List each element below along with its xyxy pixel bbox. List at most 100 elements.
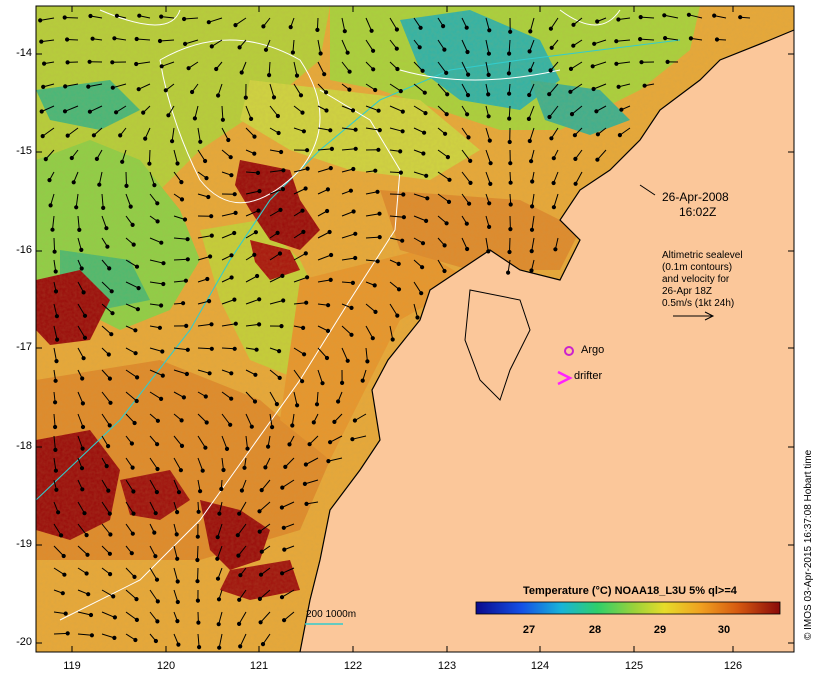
velocity-arrow-head	[294, 73, 300, 78]
velocity-arrow	[485, 237, 489, 252]
velocity-arrow	[238, 501, 247, 514]
velocity-arrow-head	[86, 592, 91, 597]
velocity-arrow	[293, 276, 308, 283]
velocity-arrow-head	[53, 447, 58, 452]
velocity-arrow	[197, 435, 206, 448]
velocity-arrow	[553, 193, 559, 208]
velocity-arrow-head	[528, 29, 533, 34]
velocity-arrow-head	[228, 155, 233, 160]
velocity-arrow	[237, 523, 247, 536]
velocity-arrow-head	[401, 215, 406, 220]
velocity-arrow	[197, 323, 212, 327]
velocity-arrow	[161, 16, 175, 19]
velocity-arrow-head	[259, 549, 264, 554]
velocity-arrow-head	[233, 321, 238, 326]
velocity-arrow-head	[89, 633, 95, 638]
velocity-arrow	[41, 105, 55, 112]
velocity-arrow-head	[206, 20, 211, 25]
velocity-arrow	[461, 149, 471, 162]
lat-tick-label: -15	[16, 145, 32, 157]
velocity-arrow-head	[467, 201, 472, 206]
velocity-arrow-head	[261, 24, 266, 29]
velocity-arrow-head	[507, 116, 512, 121]
velocity-arrow-head	[662, 13, 667, 18]
velocity-arrow-head	[131, 511, 136, 516]
velocity-arrow-head	[444, 70, 449, 76]
velocity-arrow-head	[324, 90, 329, 95]
velocity-arrow	[245, 435, 248, 449]
velocity-arrow-head	[237, 511, 242, 516]
velocity-arrow	[235, 17, 247, 26]
velocity-arrow	[98, 171, 103, 185]
velocity-arrow	[149, 479, 158, 493]
velocity-arrow-head	[159, 240, 164, 245]
altimetry-note-1: Altimetric sealevel	[662, 250, 743, 261]
velocity-arrow	[389, 215, 404, 218]
velocity-arrow	[485, 171, 491, 185]
axis-ticks	[36, 6, 794, 652]
velocity-arrow-head	[54, 487, 59, 492]
velocity-arrow-head	[245, 446, 250, 451]
velocity-arrow	[245, 190, 260, 195]
velocity-arrow	[485, 127, 491, 141]
velocity-arrow	[281, 589, 295, 598]
velocity-arrow-head	[507, 249, 512, 255]
velocity-arrow	[149, 391, 162, 400]
velocity-arrow	[238, 611, 247, 625]
velocity-arrow-head	[423, 111, 428, 116]
velocity-arrow	[216, 545, 223, 559]
velocity-arrow-head	[86, 84, 91, 89]
velocity-arrow-head	[276, 130, 281, 136]
velocity-arrow-head	[347, 69, 352, 74]
velocity-arrow-head	[444, 112, 449, 117]
velocity-arrow-head	[65, 37, 70, 42]
velocity-arrow	[171, 127, 175, 142]
velocity-arrow-head	[342, 29, 347, 34]
velocity-arrow-head	[62, 15, 67, 20]
velocity-arrow-head	[324, 355, 330, 361]
velocity-arrow-head	[239, 70, 244, 75]
velocity-arrow-head	[237, 597, 242, 602]
velocity-arrow-head	[594, 109, 599, 114]
velocity-arrow	[101, 215, 107, 229]
velocity-arrow-head	[134, 597, 139, 602]
velocity-arrow-head	[365, 359, 370, 364]
velocity-arrow-head	[174, 532, 179, 537]
velocity-arrow-head	[43, 157, 48, 162]
velocity-arrow-head	[325, 208, 330, 214]
velocity-arrow-head	[281, 525, 286, 530]
velocity-arrow	[269, 391, 278, 405]
velocity-arrow-head	[445, 92, 450, 97]
velocity-arrow-head	[351, 166, 356, 172]
velocity-arrow-head	[229, 173, 234, 178]
velocity-arrow-head	[301, 129, 306, 134]
velocity-arrow-head	[87, 109, 93, 114]
velocity-arrow	[149, 567, 158, 580]
velocity-arrow	[461, 39, 468, 53]
velocity-arrow-head	[275, 113, 280, 119]
velocity-arrow-head	[133, 637, 138, 643]
velocity-arrow	[548, 83, 559, 95]
velocity-arrow	[197, 235, 212, 239]
velocity-arrow-head	[442, 47, 447, 52]
velocity-arrow-head	[569, 112, 575, 117]
velocity-arrow	[305, 457, 319, 465]
velocity-arrow-head	[318, 51, 323, 56]
velocity-arrow-head	[50, 227, 55, 232]
velocity-arrow-head	[154, 577, 160, 582]
velocity-arrow-head	[320, 381, 325, 386]
velocity-arrow-head	[161, 281, 166, 287]
velocity-arrow-head	[233, 23, 238, 28]
velocity-arrow-head	[190, 89, 195, 95]
velocity-arrow-head	[348, 188, 353, 193]
velocity-arrow-head	[84, 571, 89, 576]
velocity-arrow-head	[243, 95, 248, 100]
velocity-arrow-head	[371, 67, 376, 72]
colorbar-tick: 30	[717, 624, 731, 636]
velocity-arrow	[173, 567, 179, 582]
velocity-arrow-head	[39, 109, 44, 114]
velocity-arrow-head	[133, 351, 138, 356]
velocity-arrow-head	[157, 325, 162, 330]
velocity-arrow-head	[279, 595, 285, 600]
velocity-arrow-head	[508, 227, 513, 232]
